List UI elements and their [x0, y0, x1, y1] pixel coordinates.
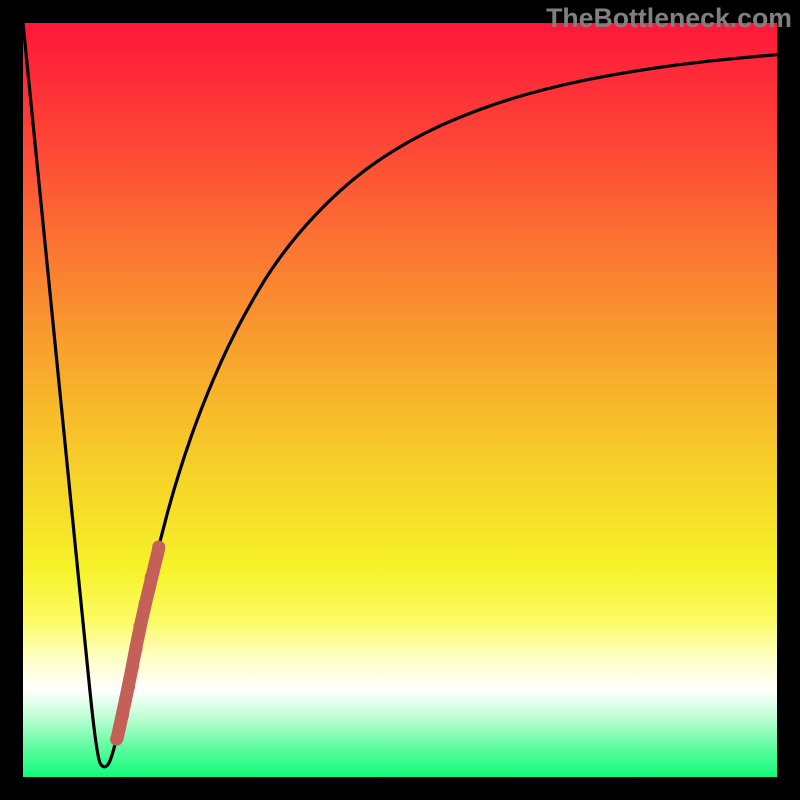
data-dot — [139, 597, 152, 610]
data-dot — [113, 721, 126, 734]
data-dot — [116, 709, 129, 722]
plot-area — [23, 23, 777, 777]
highlighted-segment — [117, 549, 158, 738]
data-dots — [110, 541, 165, 746]
data-dot — [152, 541, 165, 554]
data-dot — [110, 733, 123, 746]
data-dot — [119, 694, 132, 707]
chart-container: TheBottleneck.com — [0, 0, 800, 800]
data-dot — [133, 620, 146, 633]
data-dot — [130, 642, 143, 655]
bottleneck-curve — [23, 23, 777, 767]
data-dot — [126, 661, 139, 674]
data-dot — [145, 571, 158, 584]
data-dot — [122, 680, 135, 693]
chart-svg — [23, 23, 777, 777]
gradient-background — [23, 23, 777, 777]
watermark-text: TheBottleneck.com — [546, 3, 792, 34]
